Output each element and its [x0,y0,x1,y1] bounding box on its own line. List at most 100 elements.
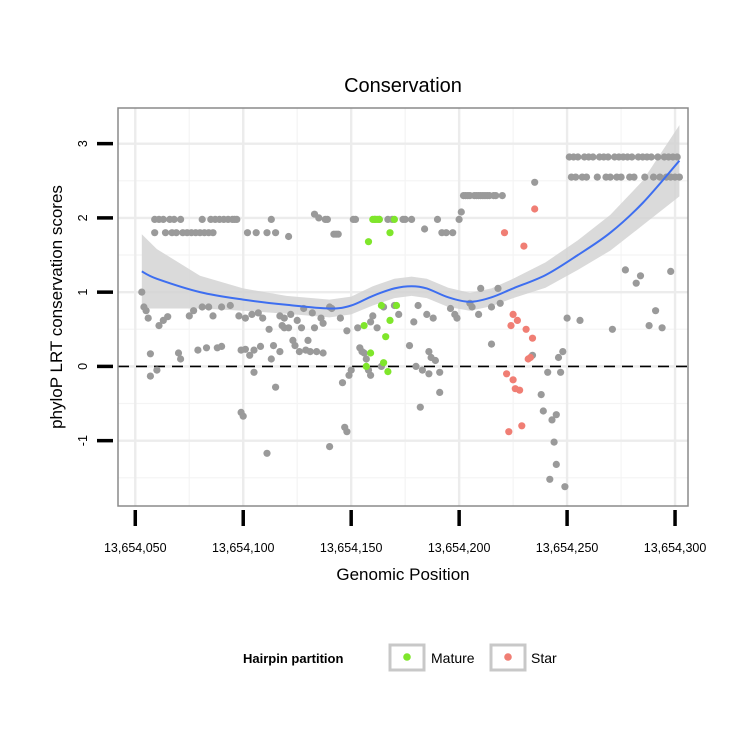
data-point-other [198,303,206,311]
data-point-other [218,342,226,350]
chart-title: Conservation [344,75,462,97]
data-point-other [589,153,597,161]
data-point-mature [382,333,390,341]
y-axis: -1 0 1 2 3 [76,140,113,446]
data-point-other [433,215,442,223]
y-tick-label: 1 [76,289,90,296]
data-point-star [531,205,539,213]
data-point-other [250,368,258,376]
data-point-other [291,342,299,350]
data-point-other [138,288,146,296]
data-point-other [632,279,640,287]
data-point-other [194,346,202,354]
data-point-other [421,225,429,233]
data-point-other [153,366,161,374]
data-point-mature [392,301,401,310]
data-point-other [252,229,260,237]
data-point-other [604,153,612,161]
data-point-mature [377,301,385,310]
data-point-other [496,299,504,307]
y-axis-title: phyloP LRT conservation scores [47,185,66,429]
data-point-mature [362,362,370,370]
data-point-other [572,173,580,181]
series-other [138,153,684,491]
data-point-other [652,307,660,315]
data-point-star [520,242,528,250]
data-point-other [574,153,582,161]
data-point-other [319,349,327,357]
data-point-other [416,403,424,411]
data-point-other [537,391,545,399]
data-point-other [593,173,601,181]
data-point-star [516,386,524,394]
data-point-other [401,215,409,223]
data-point-other [315,214,323,222]
data-point-mature [380,359,388,367]
data-point-other [248,310,256,318]
data-point-other [442,229,450,237]
data-point-other [310,324,319,332]
data-point-other [654,153,662,161]
data-point-other [267,215,275,223]
data-point-other [576,316,584,324]
data-point-other [539,407,547,415]
data-point-other [582,173,591,181]
data-point-other [185,312,193,320]
data-point-other [174,349,183,357]
smooth-fit-line [141,160,681,310]
data-point-mature [386,316,394,324]
data-point-other [151,229,159,237]
data-point-other [177,215,185,223]
data-point-other [425,370,433,378]
data-point-other [563,314,571,322]
data-points [138,153,684,491]
data-point-other [343,428,351,436]
data-point-other [218,303,226,311]
data-point-other [431,356,439,365]
data-point-other [373,324,381,332]
data-point-other [295,348,303,356]
data-point-other [142,307,150,315]
data-point-other [414,301,422,310]
data-point-other [146,372,154,380]
data-point-other [429,314,437,322]
data-point-other [351,215,360,223]
data-point-other [285,232,293,241]
data-point-star [500,229,509,237]
data-point-other [425,348,433,356]
confidence-band-layer [141,125,680,318]
data-point-star [528,334,537,342]
data-point-other [164,313,172,321]
data-point-other [559,348,567,356]
data-point-mature [367,349,375,357]
data-point-other [548,416,556,424]
data-point-other [241,345,249,353]
y-tick-label: 3 [76,140,90,147]
data-point-star [509,310,517,318]
data-point-other [552,460,560,468]
confidence-band [141,125,680,318]
data-point-other [293,316,301,324]
data-point-other [641,173,649,181]
data-point-other [190,307,198,315]
data-point-other [418,366,426,374]
data-point-other [550,438,558,446]
data-point-mature [360,322,368,330]
data-point-other [259,314,267,322]
legend-dot-mature [403,653,411,661]
data-point-other [457,208,465,216]
y-tick-label: 0 [76,363,90,370]
data-point-other [159,215,167,223]
data-point-star [518,422,526,430]
data-point-other [272,383,280,391]
data-point-star [503,370,511,378]
data-point-other [487,303,496,311]
data-point-other [161,229,170,237]
data-point-other [202,344,211,352]
data-point-other [546,475,554,483]
data-point-other [226,301,234,310]
smooth-line-layer [141,160,681,310]
data-point-other [395,310,403,318]
data-point-other [326,443,334,451]
